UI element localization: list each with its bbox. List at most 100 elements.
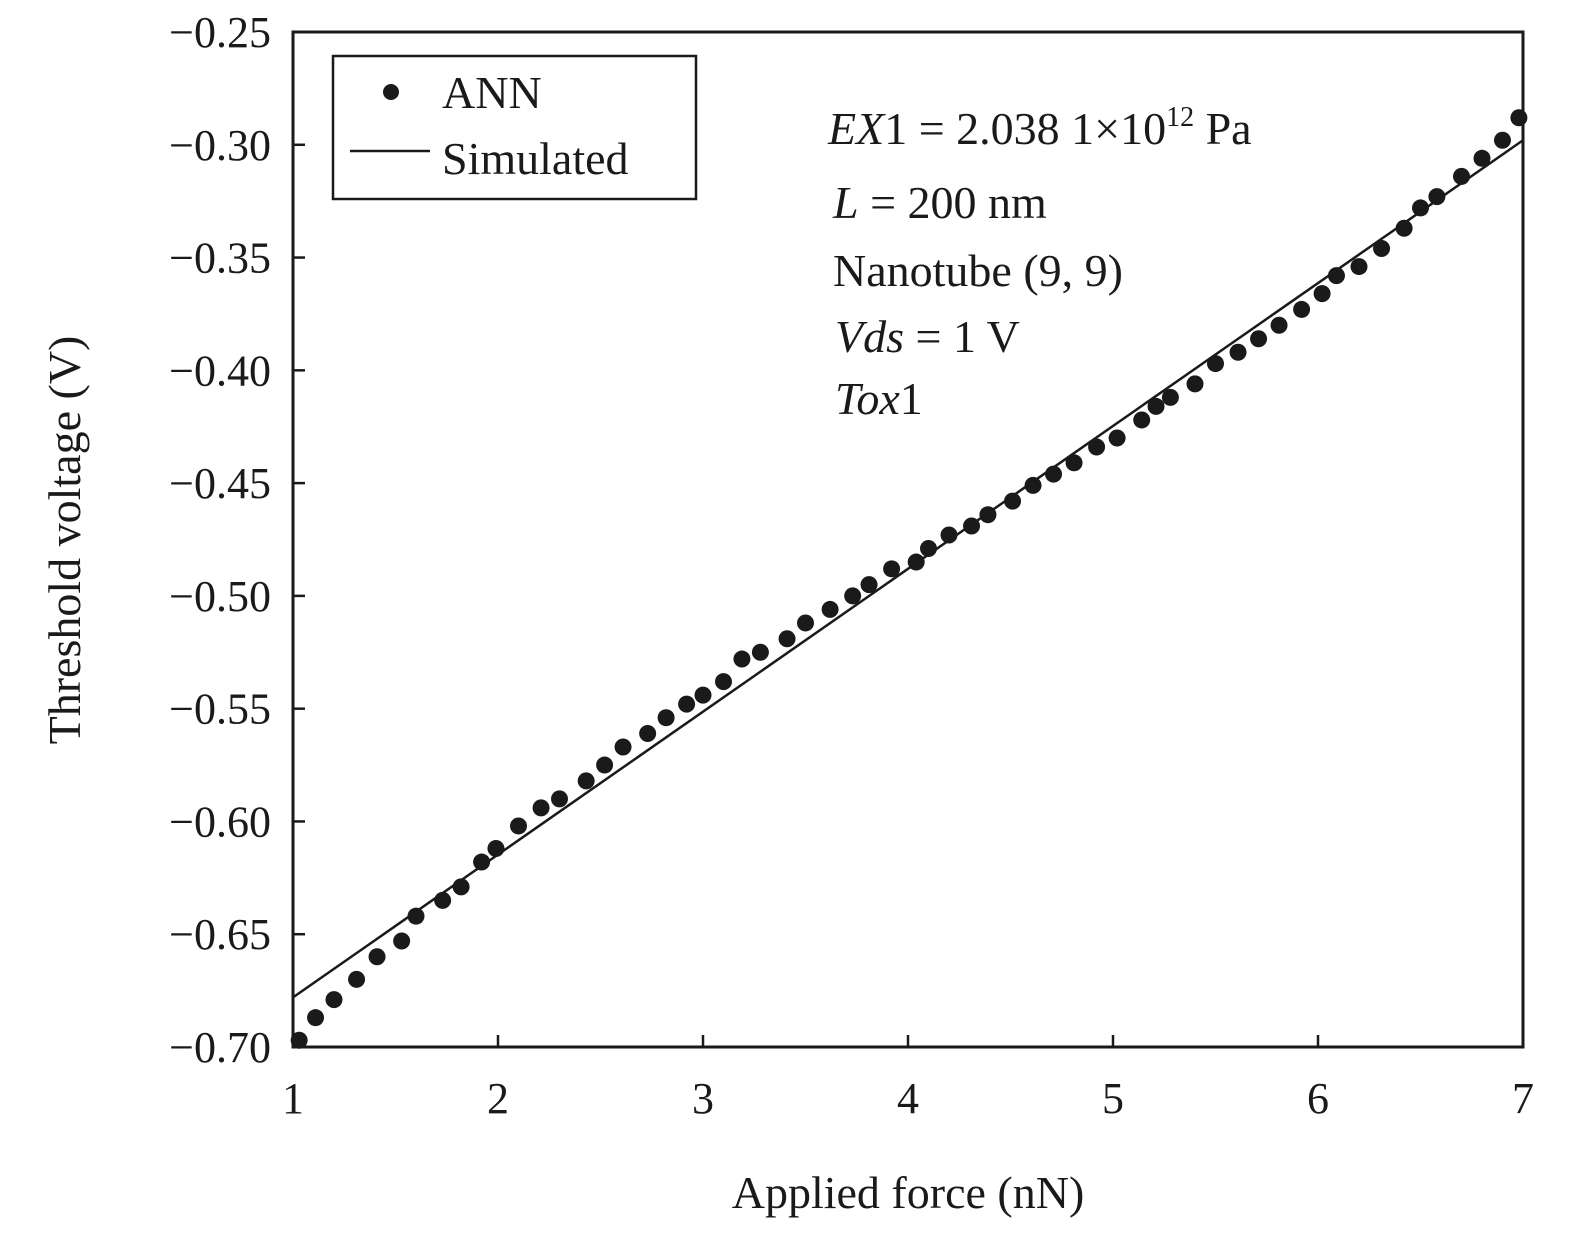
ann-point [1065, 454, 1083, 472]
ann-point [821, 600, 839, 618]
ann-point [883, 560, 901, 578]
ann-point [596, 756, 614, 774]
x-tick-label: 5 [1102, 1074, 1124, 1123]
ann-point [1373, 240, 1391, 258]
y-tick-label: −0.30 [169, 121, 271, 170]
y-axis-ticks: −0.25 −0.30 −0.35 −0.40 −0.45 −0.50 −0.55 −0.60… [169, 8, 305, 1072]
ann-point [290, 1031, 308, 1049]
annotation-line-4-value: = 1 V [904, 311, 1020, 362]
ann-point [487, 840, 505, 858]
y-tick-label: −0.35 [169, 234, 271, 283]
ann-point [1108, 429, 1126, 447]
x-tick-label: 2 [487, 1074, 509, 1123]
ann-point [1270, 316, 1288, 334]
x-tick-label: 6 [1307, 1074, 1329, 1123]
annotation-line-5-value: 1 [900, 373, 923, 424]
ann-point [510, 817, 527, 835]
annotation-line-4: Vds = 1 V [835, 311, 1020, 362]
ann-point [1453, 167, 1470, 185]
ann-point [733, 650, 751, 668]
ann-point [577, 772, 595, 790]
legend-ann-marker [383, 84, 399, 100]
annotation-line-2-value: = 200 nm [859, 177, 1047, 228]
annotation-line-1: EX1 = 2.038 1×1012 Pa [827, 102, 1252, 154]
ann-point [1004, 492, 1022, 510]
legend-simulated-label: Simulated [442, 133, 629, 184]
annotation-block: EX1 = 2.038 1×1012 Pa L = 200 nm Nanotub… [827, 102, 1252, 424]
ann-point [348, 970, 366, 988]
ann-point [715, 673, 732, 691]
ann-point [532, 799, 550, 817]
y-tick-label: −0.60 [169, 797, 271, 846]
annotation-line-5-symbol: Tox [835, 373, 900, 424]
ann-point [1045, 465, 1063, 483]
x-axis-ticks: 1 2 3 4 5 6 7 [282, 1035, 1534, 1123]
ann-point [1147, 397, 1165, 415]
ann-point [1395, 219, 1413, 237]
y-tick-label: −0.55 [169, 685, 271, 734]
annotation-line-4-symbol: Vds [835, 311, 904, 362]
y-tick-label: −0.70 [169, 1023, 271, 1072]
annotation-line-1-symbol: EX [827, 103, 886, 154]
ann-point [452, 878, 470, 896]
ann-point [1313, 285, 1331, 303]
ann-point [307, 1009, 325, 1027]
ann-point [940, 526, 958, 544]
x-axis-title: Applied force (nN) [732, 1167, 1085, 1218]
x-tick-label: 4 [897, 1074, 919, 1123]
annotation-line-2: L = 200 nm [832, 177, 1047, 228]
annotation-line-1-value: 1 = 2.038 1×10 [884, 103, 1166, 154]
ann-point [434, 891, 452, 909]
y-axis-title: Threshold voltage (V) [39, 336, 90, 745]
ann-point [694, 686, 712, 704]
y-tick-label: −0.25 [169, 8, 271, 57]
annotation-line-3: Nanotube (9, 9) [833, 245, 1123, 296]
y-tick-label: −0.50 [169, 572, 271, 621]
annotation-line-1-unit: Pa [1194, 103, 1252, 154]
ann-point [1350, 258, 1368, 276]
ann-point [920, 540, 937, 558]
legend-ann-label: ANN [442, 67, 542, 118]
ann-point [1473, 149, 1491, 167]
ann-point [1412, 199, 1429, 217]
ann-point [1250, 330, 1268, 348]
ann-point [368, 948, 386, 966]
ann-point [407, 907, 425, 925]
ann-point [979, 506, 997, 524]
ann-point [1088, 438, 1106, 456]
ann-point [1428, 188, 1446, 206]
ann-point [963, 517, 981, 535]
ann-point [907, 553, 925, 571]
ann-point [797, 614, 814, 632]
ann-point [1207, 355, 1224, 373]
ann-point [1229, 343, 1247, 361]
ann-point [678, 695, 696, 713]
ann-point [551, 790, 568, 808]
ann-point [844, 587, 862, 605]
ann-point [1327, 267, 1345, 285]
ann-point [1293, 300, 1311, 318]
ann-point [657, 709, 675, 727]
ann-point [614, 738, 632, 756]
annotation-line-2-symbol: L [832, 177, 859, 228]
ann-point [1133, 411, 1151, 429]
legend: ANN Simulated [331, 54, 698, 201]
ann-point [473, 853, 491, 871]
ann-point [751, 643, 769, 661]
ann-point [778, 630, 796, 648]
ann-point [325, 991, 343, 1009]
ann-point [1186, 375, 1204, 393]
annotation-line-1-exponent: 12 [1166, 102, 1194, 133]
y-tick-label: −0.45 [169, 459, 271, 508]
ann-point [393, 932, 411, 950]
ann-point [860, 576, 878, 594]
annotation-line-5: Tox1 [835, 373, 923, 424]
x-tick-label: 7 [1512, 1074, 1534, 1123]
y-tick-label: −0.65 [169, 910, 271, 959]
x-tick-label: 1 [282, 1074, 304, 1123]
legend-box [331, 54, 698, 201]
ann-point [1494, 131, 1511, 149]
x-tick-label: 3 [692, 1074, 714, 1123]
ann-point [1161, 388, 1179, 406]
